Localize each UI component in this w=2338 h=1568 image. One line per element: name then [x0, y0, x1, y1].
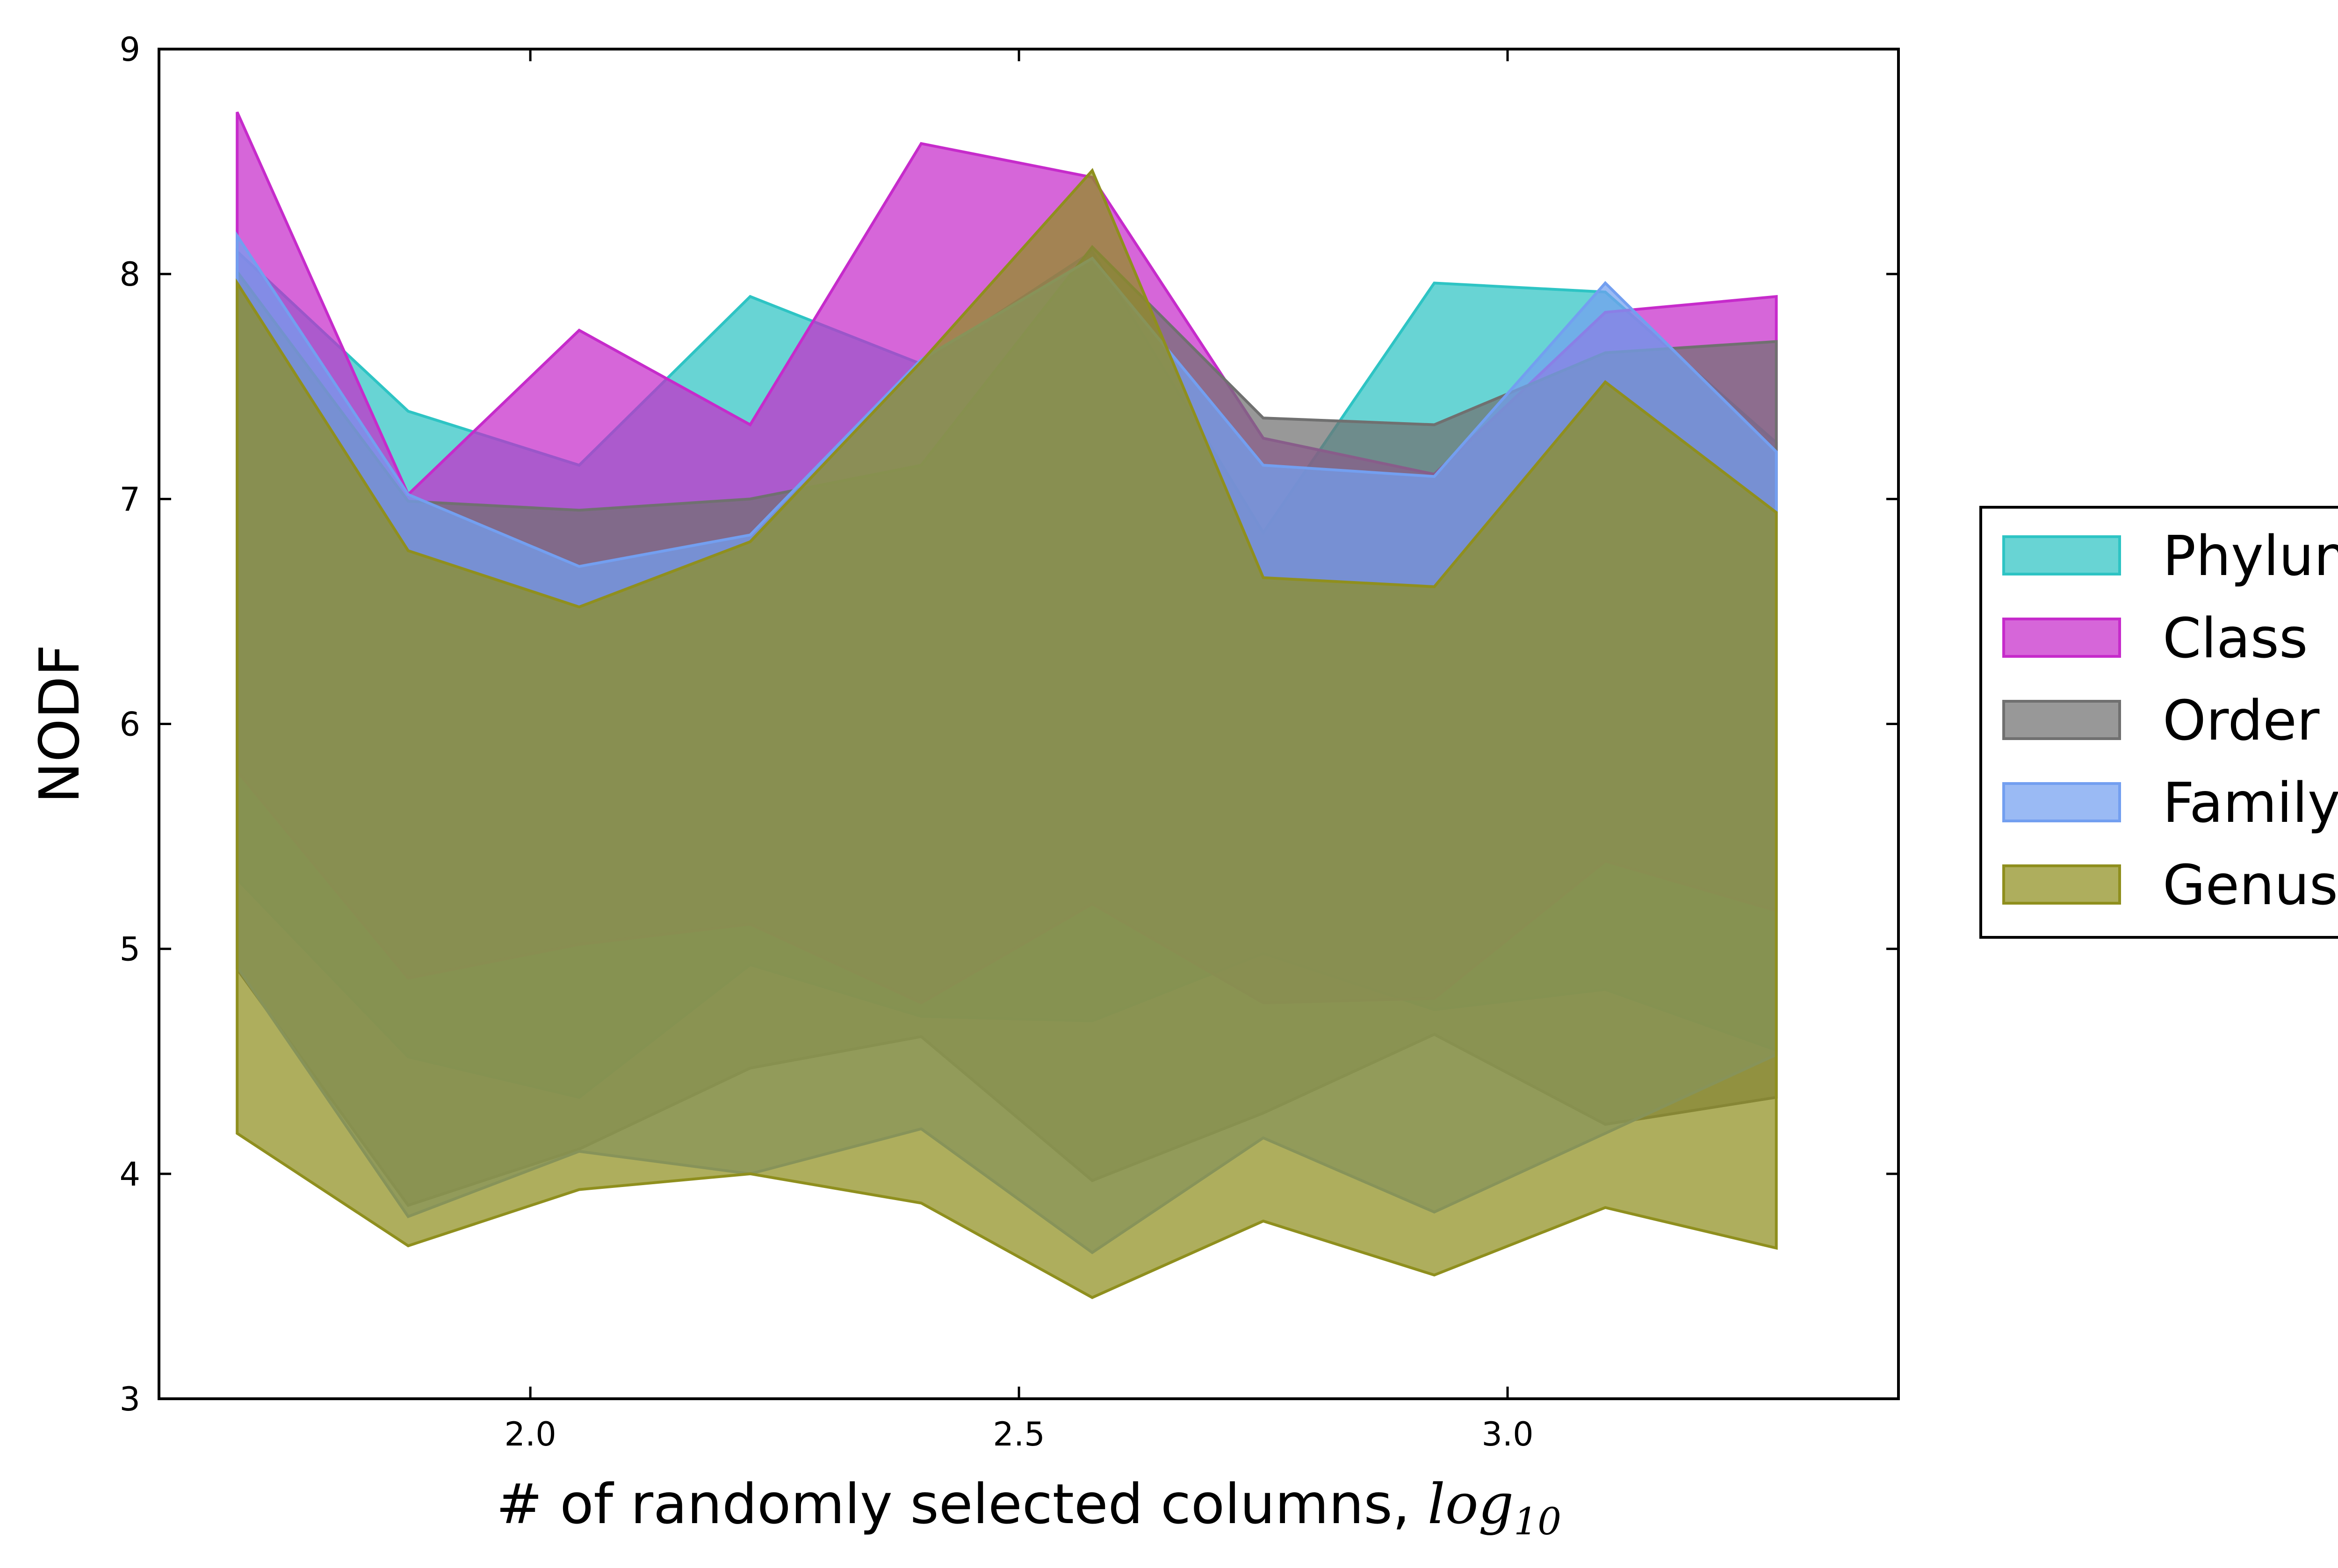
x-axis-label-math-subscript: 10 [1514, 1500, 1561, 1543]
y-tick-label: 5 [119, 930, 140, 969]
y-tick-label: 4 [119, 1155, 140, 1194]
y-tick-label: 7 [119, 480, 140, 518]
y-axis-label: NODF [27, 645, 92, 804]
legend-swatch-class [2002, 618, 2121, 658]
x-axis-label-text: # of randomly selected columns, [496, 1472, 1428, 1536]
x-tick-label: 2.5 [993, 1415, 1045, 1453]
x-tick-label: 3.0 [1481, 1415, 1533, 1453]
legend-label-family: Family [2163, 770, 2338, 835]
y-tick-label: 8 [119, 255, 140, 294]
y-tick-label: 6 [119, 705, 140, 744]
axis-tick-labels: 2.0 2.5 3.0 3 4 5 6 7 8 9 [119, 30, 1533, 1453]
series-areas [236, 111, 1778, 1299]
x-axis-label: # of randomly selected columns, log10 [496, 1472, 1561, 1543]
legend-label-genus: Genus [2163, 853, 2338, 917]
legend-swatch-genus [2002, 864, 2121, 905]
y-tick-label: 3 [119, 1380, 140, 1418]
y-tick-label: 9 [119, 30, 140, 69]
x-axis-label-math: log [1428, 1472, 1514, 1536]
x-tick-label: 2.0 [504, 1415, 556, 1453]
legend-swatch-family [2002, 782, 2121, 822]
legend-swatch-order [2002, 700, 2121, 740]
axis-ticks [159, 48, 1898, 1400]
legend-label-phylum: Phylum [2163, 524, 2338, 588]
legend: Phylum Class Order Family Genus [1979, 506, 2338, 939]
legend-label-order: Order [2163, 688, 2320, 753]
area-genus [236, 168, 1778, 1299]
legend-swatch-phylum [2002, 535, 2121, 575]
legend-label-class: Class [2163, 606, 2308, 670]
legend-items: Phylum Class Order Family Genus [2002, 524, 2338, 917]
